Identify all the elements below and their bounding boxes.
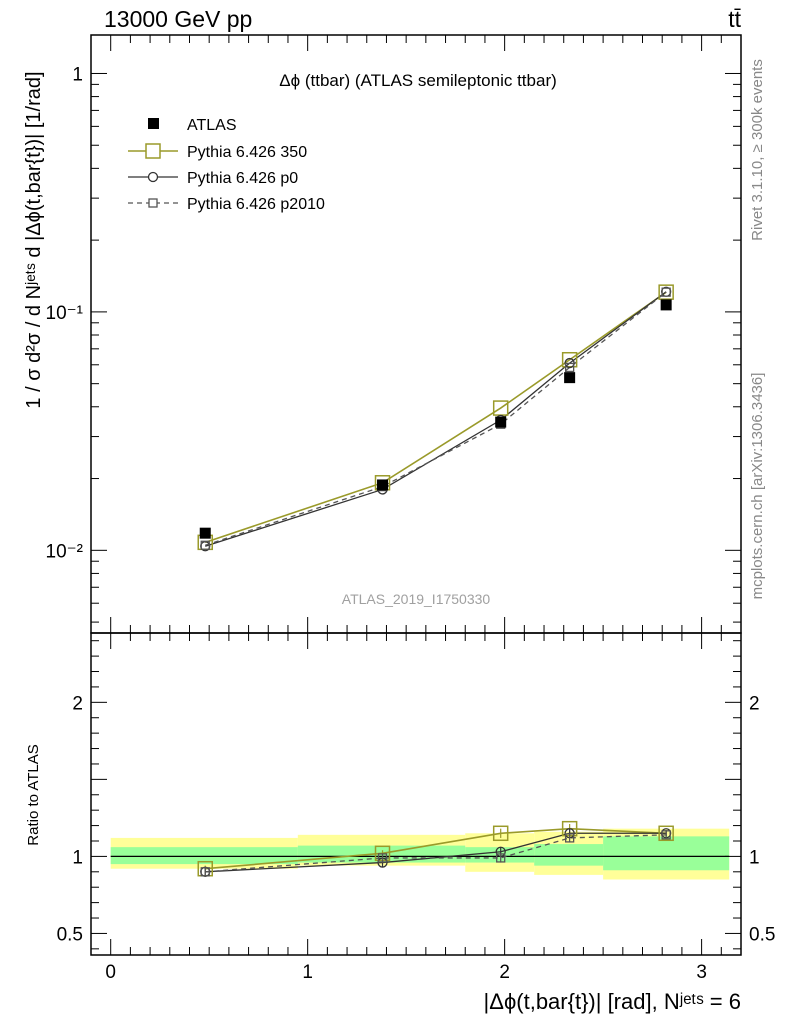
ratio-frame (90, 632, 742, 956)
process-label: tt̄ (728, 6, 741, 32)
legend-marker-pythia-p0 (147, 171, 159, 183)
legend-entry-pythia-p2010: Pythia 6.426 p2010 (128, 196, 325, 213)
ratio-plot-area (110, 820, 730, 880)
main-panel: 1 10⁻¹ 10⁻² Δϕ (ttbar) (ATLAS semileptonic… (23, 34, 742, 634)
main-point-pythia_350-4 (658, 284, 674, 300)
legend-marker-pythia-350 (145, 143, 161, 159)
main-line-pythia_p2010 (205, 291, 667, 546)
mcplots-label: mcplots.cern.ch [arXiv:1306.3436] (749, 373, 766, 600)
legend-marker-pythia-p2010 (148, 198, 158, 208)
legend-label-pythia-p2010: Pythia 6.426 p2010 (187, 196, 325, 213)
main-point-atlas-0 (199, 527, 211, 539)
watermark: ATLAS_2019_I1750330 (342, 591, 491, 607)
ratio-point-pythia_p2010-0 (200, 867, 210, 877)
rivet-label: Rivet 3.1.10, ≥ 300k events (749, 59, 766, 241)
ratio-point-pythia_p2010-1 (377, 853, 388, 863)
ratio-y-label: Ratio to ATLAS (25, 744, 42, 845)
ratio-band-inner-2 (465, 847, 535, 863)
ratio-panel: 2 2 1 1 0.5 0.5 0 1 2 3 Ratio to ATLAS |Δϕ(t,bar{… (25, 632, 775, 1014)
ratio-point-pythia_350-2 (492, 825, 509, 842)
main-point-pythia_350-3 (561, 351, 578, 368)
main-y-tick-label: 10⁻¹ (46, 303, 84, 324)
legend-marker-atlas (148, 118, 159, 129)
main-plot-area (197, 284, 674, 552)
x-tick-label: 1 (302, 962, 313, 983)
x-tick-label: 2 (499, 962, 510, 983)
main-point-atlas-4 (660, 299, 672, 311)
main-title: Δϕ (ttbar) (ATLAS semileptonic ttbar) (279, 71, 557, 90)
ratio-point-pythia_p2010-3 (564, 833, 575, 843)
energy-label: 13000 GeV pp (104, 6, 252, 32)
legend-entry-pythia-350: Pythia 6.426 350 (128, 143, 307, 161)
legend: ATLAS Pythia 6.426 350 Pythia 6.426 p0 P… (128, 117, 325, 213)
main-axes: 1 10⁻¹ 10⁻² (46, 35, 742, 633)
main-point-atlas-3 (564, 372, 576, 384)
main-point-atlas-2 (495, 416, 507, 428)
main-point-pythia_p2010-4 (661, 287, 671, 297)
main-point-pythia_p2010-0 (200, 540, 210, 550)
ratio-band-inner-3 (534, 844, 604, 866)
ratio-y-tick-label-left: 1 (72, 847, 83, 868)
x-axis-label: |Δϕ(t,bar{t})| [rad], Nʲᵉᵗˢ = 6 (484, 989, 741, 1014)
ratio-band-inner-0 (110, 847, 298, 865)
ratio-band-inner-4 (603, 836, 730, 871)
ratio-point-pythia_p2010-2 (496, 853, 506, 863)
main-line-pythia_p0 (205, 291, 667, 547)
ratio-y-tick-label-left: 2 (72, 693, 83, 714)
main-y-label: 1 / σ d²σ / d Nʲᵉᵗˢ d |Δϕ(t,bar{t})| [1/… (23, 71, 45, 408)
ratio-line-pythia_p2010 (205, 834, 667, 873)
ratio-y-tick-label-left: 0.5 (57, 924, 83, 945)
x-tick-label: 0 (105, 962, 116, 983)
x-tick-label: 3 (696, 962, 707, 983)
legend-entry-pythia-p0: Pythia 6.426 p0 (128, 170, 298, 187)
ratio-point-pythia_p2010-4 (661, 830, 671, 840)
ratio-point-pythia_350-4 (658, 825, 674, 842)
ratio-y-tick-label-right: 2 (749, 693, 760, 714)
main-y-tick-label: 1 (72, 64, 83, 85)
legend-label-atlas: ATLAS (187, 117, 237, 134)
main-y-tick-label: 10⁻² (46, 541, 84, 562)
ratio-axes: 2 2 1 1 0.5 0.5 0 1 2 3 (57, 633, 775, 983)
legend-entry-atlas: ATLAS (148, 117, 237, 134)
legend-label-pythia-350: Pythia 6.426 350 (187, 144, 307, 161)
main-point-atlas-1 (377, 479, 389, 491)
legend-label-pythia-p0: Pythia 6.426 p0 (187, 170, 298, 187)
ratio-y-tick-label-right: 1 (749, 847, 760, 868)
main-point-pythia_p2010-3 (564, 362, 575, 373)
ratio-y-tick-label-right: 0.5 (749, 924, 775, 945)
main-line-pythia_350 (204, 291, 667, 544)
